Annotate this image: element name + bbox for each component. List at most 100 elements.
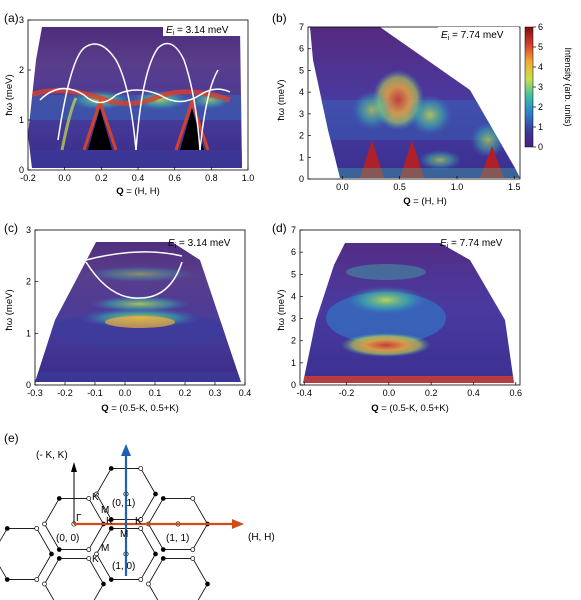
k-cut-arrowhead (121, 444, 131, 456)
panel-c-ylabel: ħω (meV) (4, 289, 15, 330)
colorbar: 0 1 2 3 4 5 6 Intensity (arb. units) (524, 22, 573, 152)
y-tick-label: 1 (19, 115, 24, 125)
k-point-marker (34, 526, 40, 531)
x-tick-label: 0.2 (425, 388, 438, 398)
y-tick-label: 3 (291, 314, 296, 324)
panel-d-heatmap (303, 243, 514, 383)
m-point-label: M (101, 505, 109, 516)
colorbar-gradient (524, 26, 534, 148)
k-point-label: K (135, 516, 142, 527)
panel-c-label: (c) (4, 221, 18, 235)
panel-b: (b) Ei = 7.74 meV 0.0 0.5 1.0 1.5 0 1 2 3 4 5 6 7 Q… (272, 11, 521, 207)
y-tick-label: 1 (291, 358, 296, 368)
k-point-marker (205, 581, 210, 587)
panel-a-energy-label: Ei = 3.14 meV (163, 22, 245, 37)
panel-d-ylabel: ħω (meV) (276, 289, 287, 330)
panel-a-ylabel: ħω (meV) (4, 74, 15, 115)
y-tick-label: 0 (299, 174, 304, 184)
axis-right-label: (H, H) (248, 532, 275, 543)
x-tick-label: 0.2 (95, 173, 108, 183)
panel-a: (a) Ei = 3.14 meV -0.2 0.0 0.2 0.4 0.6 0.8 1.0… (4, 11, 254, 197)
x-tick-label: 0.8 (205, 173, 218, 183)
x-tick-label: 0.3 (209, 388, 222, 398)
k-point-marker (42, 581, 47, 587)
panel-d: (d) Ei = 7.74 meV -0.4 -0.2 0.0 0.2 0.4 0.6 0 1… (272, 221, 522, 414)
x-tick-label: 0.2 (179, 388, 192, 398)
k-point-marker (94, 551, 99, 557)
y-tick-label: 7 (291, 225, 296, 235)
x-tick-label: -0.3 (27, 388, 43, 398)
hh-cut-arrowhead (232, 519, 244, 529)
colorbar-tick-label: 1 (538, 122, 543, 132)
k-point-marker (138, 517, 144, 522)
x-tick-label: -0.4 (296, 388, 312, 398)
k-point-marker (56, 547, 62, 552)
k-point-marker (108, 517, 114, 522)
x-tick-label: 0.0 (119, 388, 132, 398)
svg-text:Ei = 7.74 meV: Ei = 7.74 meV (441, 30, 504, 42)
k-point-marker (153, 551, 158, 557)
k-point-marker (190, 547, 196, 552)
panel-a-xlabel: Q = (H, H) (116, 186, 160, 197)
x-tick-label: 0.0 (336, 182, 349, 192)
k-point-marker (108, 466, 114, 471)
panel-b-label: (b) (272, 11, 287, 25)
x-tick-label: 0.4 (132, 173, 145, 183)
panel-d-energy-label: Ei = 7.74 meV (440, 238, 503, 250)
y-tick-label: 2 (26, 277, 31, 287)
k-point-marker (86, 496, 92, 501)
panel-b-energy-label: Ei = 7.74 meV (438, 27, 519, 42)
y-tick-label: 4 (291, 291, 296, 301)
panel-c-heatmap (35, 242, 241, 382)
x-tick-label: 0.1 (149, 388, 162, 398)
y-tick-label: 0 (19, 165, 24, 175)
origin-label: (0, 0) (56, 533, 79, 544)
y-tick-label: 2 (19, 65, 24, 75)
x-tick-label: 0.6 (510, 388, 523, 398)
k-point-marker (94, 491, 99, 497)
brillouin-zone-hexagon (148, 558, 208, 600)
point-11-label: (1, 1) (166, 533, 189, 544)
k-point-marker (101, 581, 106, 587)
k-point-marker (49, 551, 54, 557)
y-tick-label: 5 (299, 65, 304, 75)
k-point-label: K (106, 516, 113, 527)
colorbar-tick-label: 3 (538, 82, 543, 92)
panel-e-label: (e) (4, 431, 19, 445)
panel-b-xlabel: Q = (H, H) (403, 196, 447, 207)
k-point-marker (34, 577, 40, 582)
x-tick-label: 0.5 (393, 182, 406, 192)
x-tick-label: 1.5 (508, 182, 521, 192)
k-point-marker (4, 577, 10, 582)
y-tick-label: 6 (291, 247, 296, 257)
panel-d-xlabel: Q = (0.5-K, 0.5+K) (371, 403, 449, 414)
colorbar-tick-label: 0 (538, 142, 543, 152)
colorbar-tick-label: 5 (538, 42, 543, 52)
y-tick-label: 1 (26, 328, 31, 338)
y-tick-label: 2 (299, 131, 304, 141)
panel-b-heatmap (310, 27, 520, 178)
y-tick-label: 2 (291, 336, 296, 346)
x-tick-label: 0.4 (467, 388, 480, 398)
k-point-marker (86, 556, 92, 561)
k-point-marker (56, 496, 62, 501)
y-tick-label: 3 (19, 15, 24, 25)
k-point-marker (42, 521, 47, 527)
y-tick-label: 6 (299, 44, 304, 54)
k-point-marker (146, 581, 151, 587)
panel-a-dispersion-curves (39, 42, 231, 151)
panel-d-axis-ticks: -0.4 -0.2 0.0 0.2 0.4 0.6 0 1 2 3 4 5 6 7 (291, 225, 522, 398)
k-point-marker (108, 577, 114, 582)
panel-b-ylabel: ħω (meV) (276, 79, 287, 120)
k-point-marker (4, 526, 10, 531)
panel-c-dispersion-curves (85, 251, 183, 299)
k-point-label: K (92, 492, 99, 503)
x-tick-label: 1.0 (451, 182, 464, 192)
svg-text:Ei = 3.14 meV: Ei = 3.14 meV (168, 238, 231, 250)
k-point-marker (190, 496, 196, 501)
panel-c: (c) Ei = 3.14 meV -0.3 -0.2 -0.1 0.0 0.1 0.2 0… (4, 221, 251, 414)
y-tick-label: 0 (291, 380, 296, 390)
y-tick-label: 3 (299, 109, 304, 119)
x-tick-label: -0.2 (57, 388, 73, 398)
